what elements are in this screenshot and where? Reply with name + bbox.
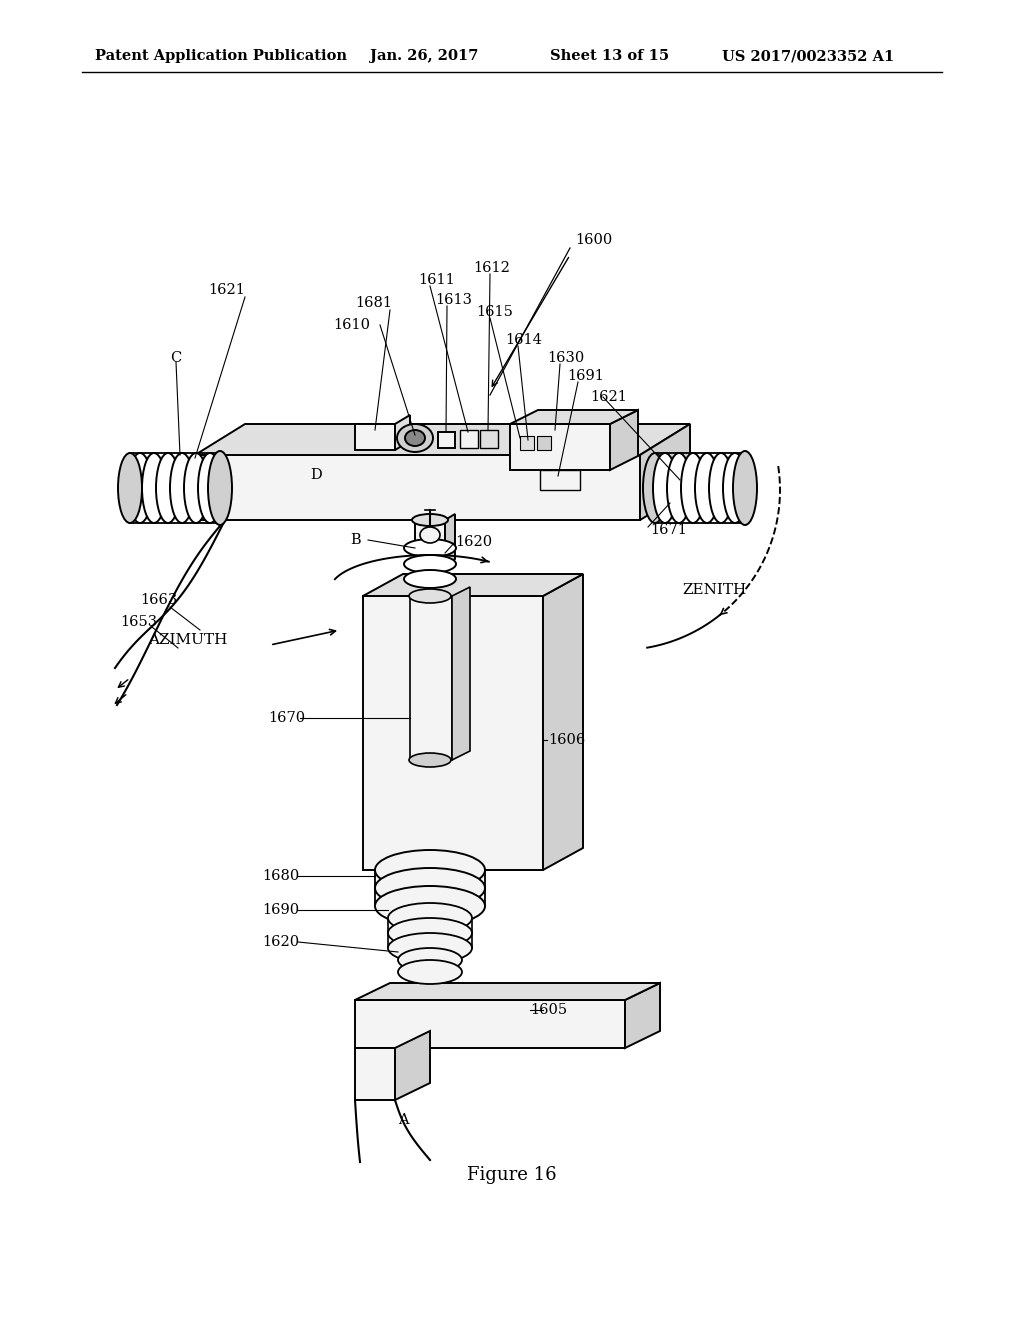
Ellipse shape <box>375 869 485 908</box>
Text: 1605: 1605 <box>530 1003 567 1016</box>
Ellipse shape <box>695 453 719 523</box>
Polygon shape <box>355 1001 625 1048</box>
Text: Sheet 13 of 15: Sheet 13 of 15 <box>550 49 669 63</box>
Ellipse shape <box>681 453 705 523</box>
Ellipse shape <box>723 453 746 523</box>
Text: 1614: 1614 <box>505 333 542 347</box>
Text: 1621: 1621 <box>208 282 245 297</box>
Polygon shape <box>410 597 452 760</box>
Polygon shape <box>355 1048 395 1100</box>
Polygon shape <box>520 436 534 450</box>
Ellipse shape <box>198 453 222 523</box>
Text: C: C <box>170 351 181 366</box>
Text: A: A <box>398 1113 409 1127</box>
Text: 1612: 1612 <box>473 261 510 275</box>
Text: 1613: 1613 <box>435 293 472 308</box>
Text: 1630: 1630 <box>547 351 585 366</box>
Text: 1680: 1680 <box>262 869 299 883</box>
Ellipse shape <box>733 451 757 525</box>
Ellipse shape <box>420 527 440 543</box>
Text: 1670: 1670 <box>268 711 305 725</box>
Text: 1681: 1681 <box>355 296 392 310</box>
Ellipse shape <box>667 453 691 523</box>
Ellipse shape <box>398 960 462 983</box>
Polygon shape <box>625 983 660 1048</box>
Ellipse shape <box>156 453 180 523</box>
Ellipse shape <box>406 430 425 446</box>
Polygon shape <box>640 424 690 520</box>
Text: 1620: 1620 <box>262 935 299 949</box>
Ellipse shape <box>142 453 166 523</box>
Ellipse shape <box>128 453 152 523</box>
Ellipse shape <box>184 453 208 523</box>
Text: ZENITH: ZENITH <box>682 583 746 597</box>
Polygon shape <box>395 1031 430 1100</box>
Polygon shape <box>355 983 660 1001</box>
Polygon shape <box>445 513 455 565</box>
Text: Patent Application Publication: Patent Application Publication <box>95 49 347 63</box>
Text: 1615: 1615 <box>476 305 513 319</box>
Ellipse shape <box>375 850 485 890</box>
Text: 1621: 1621 <box>590 389 627 404</box>
Ellipse shape <box>404 570 456 587</box>
Polygon shape <box>355 424 395 450</box>
Ellipse shape <box>388 917 472 948</box>
Polygon shape <box>537 436 551 450</box>
Polygon shape <box>610 411 638 470</box>
Text: 1663: 1663 <box>140 593 177 607</box>
Ellipse shape <box>653 453 677 523</box>
Ellipse shape <box>388 933 472 964</box>
Polygon shape <box>362 574 583 597</box>
Ellipse shape <box>375 886 485 927</box>
Ellipse shape <box>404 554 456 573</box>
Polygon shape <box>510 424 610 470</box>
Polygon shape <box>362 597 543 870</box>
Polygon shape <box>460 430 478 447</box>
Text: 1620: 1620 <box>455 535 493 549</box>
Text: 1600: 1600 <box>575 234 612 247</box>
Text: Figure 16: Figure 16 <box>467 1166 557 1184</box>
Ellipse shape <box>170 453 194 523</box>
Text: 1690: 1690 <box>262 903 299 917</box>
Text: D: D <box>310 469 322 482</box>
Polygon shape <box>438 432 455 447</box>
Ellipse shape <box>398 948 462 972</box>
Text: 1653: 1653 <box>120 615 157 630</box>
Polygon shape <box>415 520 445 565</box>
Polygon shape <box>480 430 498 447</box>
Text: 1610: 1610 <box>333 318 370 333</box>
Ellipse shape <box>409 589 451 603</box>
Ellipse shape <box>643 453 667 523</box>
Ellipse shape <box>709 453 733 523</box>
Polygon shape <box>543 574 583 870</box>
Polygon shape <box>510 411 638 424</box>
Polygon shape <box>195 455 640 520</box>
Polygon shape <box>195 424 690 455</box>
Polygon shape <box>395 414 410 450</box>
Text: 1611: 1611 <box>418 273 455 286</box>
Ellipse shape <box>208 451 232 525</box>
Text: B: B <box>350 533 360 546</box>
Ellipse shape <box>397 424 433 451</box>
Text: Jan. 26, 2017: Jan. 26, 2017 <box>370 49 478 63</box>
Ellipse shape <box>388 903 472 933</box>
Text: 1671: 1671 <box>650 523 687 537</box>
Text: 1606: 1606 <box>548 733 586 747</box>
Ellipse shape <box>409 752 451 767</box>
Ellipse shape <box>404 539 456 557</box>
Text: 1691: 1691 <box>567 370 604 383</box>
Ellipse shape <box>412 513 449 525</box>
Text: AZIMUTH: AZIMUTH <box>148 634 227 647</box>
Polygon shape <box>540 470 580 490</box>
Polygon shape <box>452 587 470 760</box>
Text: US 2017/0023352 A1: US 2017/0023352 A1 <box>722 49 894 63</box>
Ellipse shape <box>118 453 142 523</box>
